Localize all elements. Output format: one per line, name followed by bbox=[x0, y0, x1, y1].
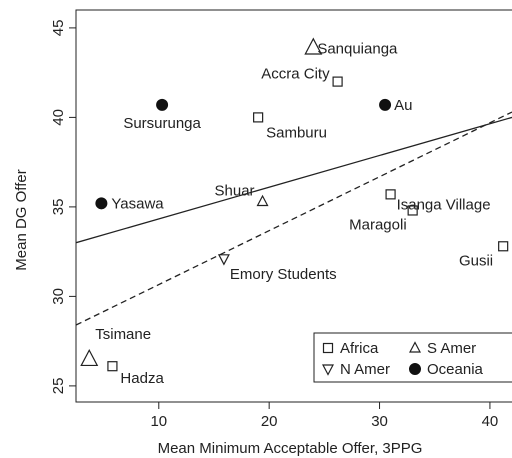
point-sanquianga bbox=[304, 37, 323, 55]
plot-frame bbox=[75, 9, 512, 403]
legend-label-oceania: Oceania bbox=[427, 361, 484, 378]
legend-marker-africa bbox=[322, 342, 334, 354]
y-tick-label-35: 35 bbox=[50, 199, 67, 216]
point-label-samburu: Samburu bbox=[266, 124, 327, 141]
point-tsimane bbox=[80, 348, 99, 367]
x-axis: 10 20 30 40 bbox=[150, 402, 498, 430]
x-tick-label-10: 10 bbox=[150, 413, 167, 430]
point-label-sursurunga: Sursurunga bbox=[123, 115, 201, 132]
point-label-yasawa: Yasawa bbox=[111, 195, 164, 212]
data-points bbox=[80, 37, 509, 372]
point-label-accra-city: Accra City bbox=[261, 66, 330, 83]
y-tick-label-40: 40 bbox=[50, 109, 67, 126]
y-tick-label-25: 25 bbox=[50, 378, 67, 395]
legend-label-africa: Africa bbox=[340, 340, 379, 357]
point-gusii bbox=[498, 241, 509, 252]
point-isanga-village bbox=[385, 189, 396, 200]
plot-area bbox=[75, 9, 512, 403]
y-axis-label: Mean DG Offer bbox=[13, 169, 30, 270]
solid-fit-line bbox=[76, 116, 512, 244]
point-label-au: Au bbox=[394, 97, 412, 114]
fit-lines bbox=[76, 111, 512, 326]
x-tick-label-20: 20 bbox=[261, 413, 278, 430]
legend: Africa S Amer N Amer Oceania bbox=[313, 332, 512, 383]
legend-marker-n-amer bbox=[322, 364, 334, 376]
point-accra-city bbox=[332, 76, 343, 87]
legend-label-s-amer: S Amer bbox=[427, 340, 476, 357]
point-label-sanquianga: Sanquianga bbox=[317, 41, 398, 58]
y-tick-label-30: 30 bbox=[50, 288, 67, 305]
point-sursurunga bbox=[156, 98, 169, 111]
y-tick-label-45: 45 bbox=[50, 20, 67, 37]
point-label-isanga-village: Isanga Village bbox=[397, 196, 491, 213]
point-au bbox=[379, 98, 392, 111]
x-tick-label-30: 30 bbox=[371, 413, 388, 430]
point-label-hadza: Hadza bbox=[120, 370, 164, 387]
point-maragoli bbox=[407, 205, 418, 216]
legend-label-n-amer: N Amer bbox=[340, 361, 390, 378]
point-label-gusii: Gusii bbox=[459, 252, 493, 269]
point-label-tsimane: Tsimane bbox=[95, 326, 151, 343]
point-label-maragoli: Maragoli bbox=[349, 216, 407, 233]
x-tick-label-40: 40 bbox=[482, 413, 499, 430]
legend-marker-s-amer bbox=[409, 341, 421, 353]
point-shuar bbox=[256, 194, 269, 207]
dashed-fit-line bbox=[76, 111, 512, 326]
point-yasawa bbox=[95, 197, 108, 210]
legend-marker-oceania bbox=[409, 363, 421, 375]
point-emory-students bbox=[217, 254, 230, 266]
point-hadza bbox=[107, 361, 118, 372]
x-axis-label: Mean Minimum Acceptable Offer, 3PPG bbox=[158, 440, 423, 457]
point-label-emory-students: Emory Students bbox=[230, 266, 337, 283]
point-labels: Sanquianga Accra City Sursurunga Au Samburu I… bbox=[95, 41, 493, 388]
point-samburu bbox=[253, 112, 264, 123]
point-label-shuar: Shuar bbox=[215, 183, 255, 200]
y-axis: 25 30 35 40 45 bbox=[50, 20, 76, 395]
